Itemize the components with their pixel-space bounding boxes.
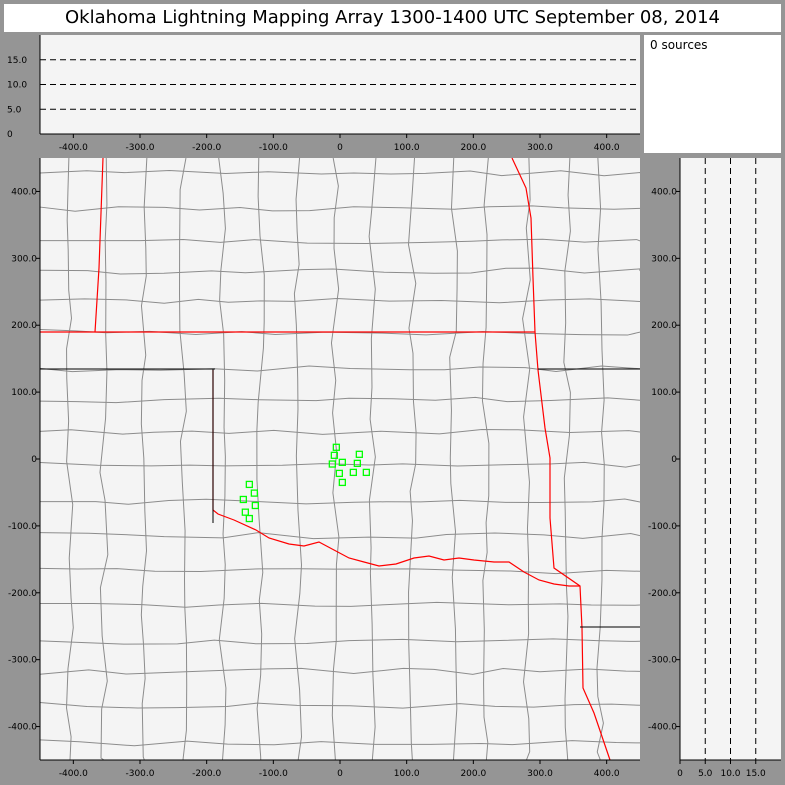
county-line: [522, 158, 531, 761]
county-line: [39, 169, 640, 177]
x-tick-label: 400.0: [594, 769, 620, 779]
station-marker: [328, 460, 336, 468]
station-marker: [362, 468, 370, 477]
y-tick-label: 0: [7, 130, 13, 140]
x-tick-label: 0: [337, 143, 343, 153]
county-line: [407, 158, 417, 761]
county-line: [39, 297, 640, 304]
x-tick-label: 300.0: [527, 143, 553, 153]
altitude-panel: 0 5.0 10.0 15.0 -400.0 -300.0 -200.0 -100.0 0 100…: [7, 35, 640, 153]
x-tick-label: 5.0: [698, 769, 713, 779]
county-line: [293, 158, 303, 761]
county-line: [39, 205, 640, 212]
y-tick-label: 15.0: [7, 56, 27, 66]
county-line: [368, 158, 377, 761]
station-marker: [335, 469, 343, 478]
x-tick-label: 10.0: [720, 769, 740, 779]
station-marker: [355, 450, 363, 458]
x-tick-label: -200.0: [192, 143, 221, 153]
x-tick-label: 200.0: [460, 769, 486, 779]
station-marker: [245, 480, 253, 489]
y-tick-label: 200.0: [11, 321, 37, 331]
county-line: [179, 158, 188, 761]
county-line: [39, 601, 640, 608]
county-line: [563, 158, 571, 761]
county-line: [99, 158, 109, 761]
station-marker: [251, 501, 259, 510]
station-marker: [250, 489, 258, 497]
x-tick-label: 100.0: [394, 769, 420, 779]
x-tick-label: -300.0: [125, 143, 154, 153]
county-line: [66, 158, 74, 761]
county-line: [39, 396, 640, 404]
x-tick-label: 400.0: [594, 143, 620, 153]
station-marker: [338, 478, 346, 487]
x-tick-label: 0: [337, 769, 343, 779]
y-tick-label: -100.0: [8, 522, 37, 532]
x-tick-label: -100.0: [259, 143, 288, 153]
y-tick-label: 5.0: [7, 105, 22, 115]
x-tick-label: 100.0: [394, 143, 420, 153]
county-line: [596, 158, 605, 761]
side-altitude-panel: 0 5.0 10.0 15.0 -400.0 -300.0 -200.0 -100.0 0 100…: [648, 158, 781, 779]
y-tick-label: 300.0: [11, 254, 37, 264]
y-tick-label: -400.0: [8, 723, 37, 733]
county-lines: [39, 158, 640, 761]
source-count-panel: 0 sources: [644, 35, 781, 153]
county-line: [39, 267, 640, 275]
x-tick-label: 0: [677, 769, 683, 779]
x-tick-label: -100.0: [259, 769, 288, 779]
station-marker: [245, 514, 253, 523]
x-tick-label: 300.0: [527, 769, 553, 779]
y-tick-label: 400.0: [651, 187, 677, 197]
x-tick-label: 15.0: [746, 769, 766, 779]
y-tick-label: -400.0: [648, 723, 677, 733]
source-count: 0 sources: [650, 38, 708, 52]
y-tick-label: 10.0: [7, 81, 27, 91]
x-tick-label: -400.0: [59, 143, 88, 153]
y-tick-label: -300.0: [648, 656, 677, 666]
y-tick-label: 100.0: [11, 388, 37, 398]
county-line: [39, 365, 640, 373]
x-tick-label: -200.0: [192, 769, 221, 779]
y-tick-label: 0: [31, 455, 37, 465]
county-line: [218, 158, 227, 761]
county-line: [39, 238, 640, 245]
station-marker: [349, 468, 357, 477]
station-marker: [353, 459, 361, 467]
county-line: [256, 158, 265, 761]
y-tick-label: -200.0: [648, 589, 677, 599]
state-border: [511, 158, 536, 333]
y-tick-label: 0: [671, 455, 677, 465]
state-border: [534, 331, 611, 761]
y-tick-label: -300.0: [8, 656, 37, 666]
y-tick-label: -200.0: [8, 589, 37, 599]
y-tick-label: 100.0: [651, 388, 677, 398]
y-tick-label: -100.0: [648, 522, 677, 532]
county-line: [39, 498, 640, 505]
y-tick-label: 400.0: [11, 187, 37, 197]
county-line: [39, 532, 640, 540]
plan-view-map: -400.0 -300.0 -200.0 -100.0 0 100.0 200.0 300.0…: [8, 158, 640, 779]
station-marker: [330, 451, 338, 459]
county-line: [140, 158, 148, 761]
state-border: [212, 370, 580, 587]
station-marker: [241, 508, 249, 516]
county-line: [481, 158, 490, 761]
state-border: [94, 158, 104, 333]
county-line: [39, 461, 640, 468]
county-line: [449, 158, 458, 761]
county-line: [39, 701, 640, 709]
x-tick-label: -400.0: [59, 769, 88, 779]
y-tick-label: 200.0: [651, 321, 677, 331]
plot-title: Oklahoma Lightning Mapping Array 1300-14…: [4, 4, 781, 32]
x-tick-label: -300.0: [125, 769, 154, 779]
station-marker: [332, 443, 340, 451]
station-marker: [239, 495, 247, 504]
x-tick-label: 200.0: [460, 143, 486, 153]
y-tick-label: 300.0: [651, 254, 677, 264]
county-line: [39, 429, 640, 435]
station-marker: [338, 458, 346, 466]
county-line: [39, 567, 640, 575]
